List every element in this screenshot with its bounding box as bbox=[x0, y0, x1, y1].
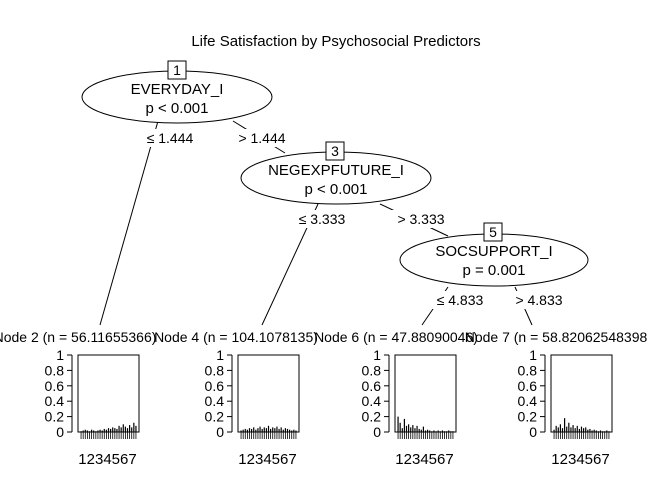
terminal-node-label: Node 6 (n = 47.88090046) bbox=[314, 329, 478, 345]
terminal-node-header-bg bbox=[164, 327, 308, 345]
y-tick-label: 0.4 bbox=[362, 393, 382, 409]
node-id: 3 bbox=[331, 143, 339, 159]
terminal-node-header-bg bbox=[484, 327, 628, 345]
terminal-node-header-bg bbox=[324, 327, 468, 345]
node-id: 5 bbox=[489, 224, 497, 240]
split-variable: EVERYDAY_I bbox=[131, 81, 224, 98]
plot-frame bbox=[550, 354, 613, 433]
y-tick-label: 0.4 bbox=[518, 393, 538, 409]
y-tick-label: 0.4 bbox=[45, 393, 65, 409]
terminal-node-6: Node 6 (n = 47.88090046) 10.80.60.40.20 12… bbox=[314, 327, 478, 468]
node-id-box bbox=[483, 222, 503, 242]
split-variable: NEGEXPFUTURE_I bbox=[268, 162, 404, 179]
split-pvalue: p < 0.001 bbox=[146, 100, 209, 117]
terminal-node-header-bg bbox=[3, 327, 147, 345]
terminal-node-2: Node 2 (n = 56.11655366) 10.80.60.40.20 12… bbox=[0, 327, 156, 468]
x-tick-labels: 1234567 bbox=[78, 451, 136, 468]
edge-label-right: > 1.444 bbox=[238, 130, 285, 146]
y-tick-label: 0.2 bbox=[362, 409, 382, 425]
y-tick-label: 0.2 bbox=[518, 409, 538, 425]
y-tick-label: 0.6 bbox=[518, 378, 538, 394]
edge-1-to-2 bbox=[99, 120, 159, 326]
y-tick-label: 0.2 bbox=[45, 409, 65, 425]
edge-label-left: ≤ 1.444 bbox=[147, 130, 194, 146]
y-tick-label: 0.2 bbox=[205, 409, 225, 425]
y-tick-label: 1 bbox=[373, 347, 381, 363]
y-tick-label: 0.6 bbox=[362, 378, 382, 394]
terminal-node-label: Node 4 (n = 104.1078135) bbox=[154, 329, 318, 345]
split-variable: SOCSUPPORT_I bbox=[435, 243, 552, 260]
node-id: 1 bbox=[173, 62, 181, 78]
plot-frame bbox=[237, 354, 300, 433]
y-tick-label: 0 bbox=[373, 424, 381, 440]
y-tick-label: 0.4 bbox=[205, 393, 225, 409]
y-tick-label: 0 bbox=[56, 424, 64, 440]
edge-label-right: > 3.333 bbox=[397, 211, 444, 227]
terminal-node-label: Node 2 (n = 56.11655366) bbox=[0, 329, 156, 345]
x-tick-labels: 1234567 bbox=[238, 451, 296, 468]
y-tick-label: 0 bbox=[216, 424, 224, 440]
edge-label-right: > 4.833 bbox=[515, 292, 562, 308]
y-tick-label: 1 bbox=[56, 347, 64, 363]
split-pvalue: p = 0.001 bbox=[463, 262, 526, 279]
edge-label-left: ≤ 4.833 bbox=[437, 292, 484, 308]
x-tick-labels: 1234567 bbox=[551, 451, 609, 468]
inner-node-3: 3 NEGEXPFUTURE_I p < 0.001 bbox=[240, 141, 432, 205]
y-tick-label: 1 bbox=[529, 347, 537, 363]
inner-node-1: 1 EVERYDAY_I p < 0.001 bbox=[81, 60, 273, 124]
y-tick-label: 0.8 bbox=[205, 362, 225, 378]
diagram-title: Life Satisfaction by Psychosocial Predic… bbox=[191, 33, 480, 50]
terminal-node-7: Node 7 (n = 58.82062548398 10.80.60.40.20… bbox=[465, 327, 648, 468]
y-tick-label: 0.8 bbox=[362, 362, 382, 378]
y-tick-label: 0.8 bbox=[518, 362, 538, 378]
terminal-node-4: Node 4 (n = 104.1078135) 10.80.60.40.20 12… bbox=[154, 327, 318, 468]
node-id-box bbox=[167, 60, 187, 80]
y-tick-label: 0.8 bbox=[45, 362, 65, 378]
y-tick-label: 0.6 bbox=[205, 378, 225, 394]
inner-node-5: 5 SOCSUPPORT_I p = 0.001 bbox=[399, 222, 589, 287]
terminal-node-label: Node 7 (n = 58.82062548398 bbox=[465, 329, 648, 345]
split-pvalue: p < 0.001 bbox=[305, 181, 368, 198]
node-id-box bbox=[325, 141, 345, 161]
edge-label-left: ≤ 3.333 bbox=[299, 211, 346, 227]
y-tick-label: 1 bbox=[216, 347, 224, 363]
plot-frame bbox=[77, 354, 140, 433]
y-tick-label: 0.6 bbox=[45, 378, 65, 394]
x-tick-labels: 1234567 bbox=[395, 451, 453, 468]
y-tick-label: 0 bbox=[529, 424, 537, 440]
